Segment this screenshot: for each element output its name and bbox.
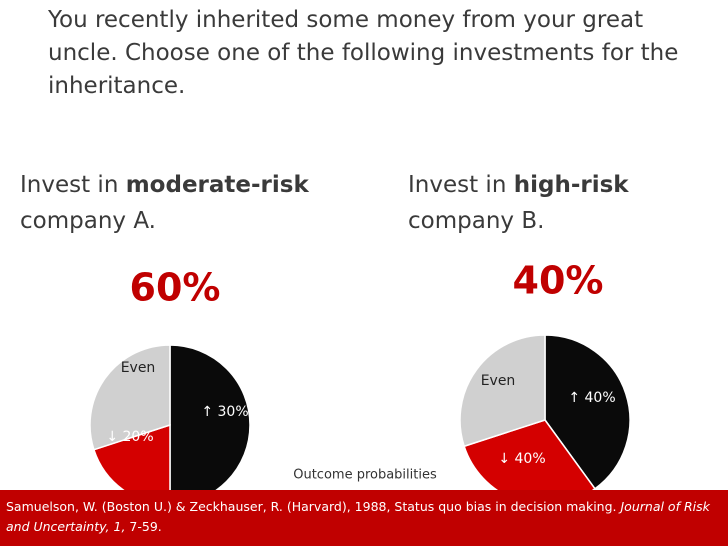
- slice-label: ↑ 40%: [568, 390, 615, 406]
- slice-label: ↑ 30%: [201, 404, 248, 420]
- title-suffix: company A.: [20, 208, 156, 234]
- citation-journal: Journal of Risk and Uncertainty, 1,: [6, 499, 710, 534]
- slice-label: ↓ 40%: [498, 451, 545, 467]
- title-emphasis: moderate-risk: [125, 172, 309, 198]
- title-suffix: company B.: [408, 208, 545, 234]
- citation: Samuelson, W. (Boston U.) & Zeckhauser, …: [0, 490, 728, 546]
- pie-title: Invest in moderate-risk company A.: [20, 167, 340, 239]
- result: 40%: [513, 259, 604, 303]
- slice-label: Even: [121, 360, 156, 376]
- result: 60%: [130, 266, 221, 310]
- pie-slice: [169, 344, 251, 490]
- slice-label: ↓ 20%: [106, 429, 153, 445]
- pie-slice: [89, 344, 171, 451]
- pie-slice: [92, 423, 171, 490]
- caption: Outcome probabilities: [293, 468, 437, 483]
- title-prefix: Invest in: [20, 172, 119, 198]
- pie-slice: [463, 419, 597, 490]
- question: You recently inherited some money from y…: [48, 7, 679, 99]
- pie-slice: [459, 334, 546, 448]
- pie-title: Invest in high-risk company B.: [408, 167, 728, 239]
- citation-pages: 7-59.: [129, 519, 162, 534]
- title-prefix: Invest in: [408, 172, 507, 198]
- pie-slice: [544, 334, 631, 490]
- slice-label: Even: [481, 373, 516, 389]
- citation-text: Samuelson, W. (Boston U.) & Zeckhauser, …: [6, 499, 617, 514]
- title-emphasis: high-risk: [513, 172, 629, 198]
- charts: Outcome probabilities 60% ↑ 30% ↓ 20% Even 4…: [89, 259, 631, 490]
